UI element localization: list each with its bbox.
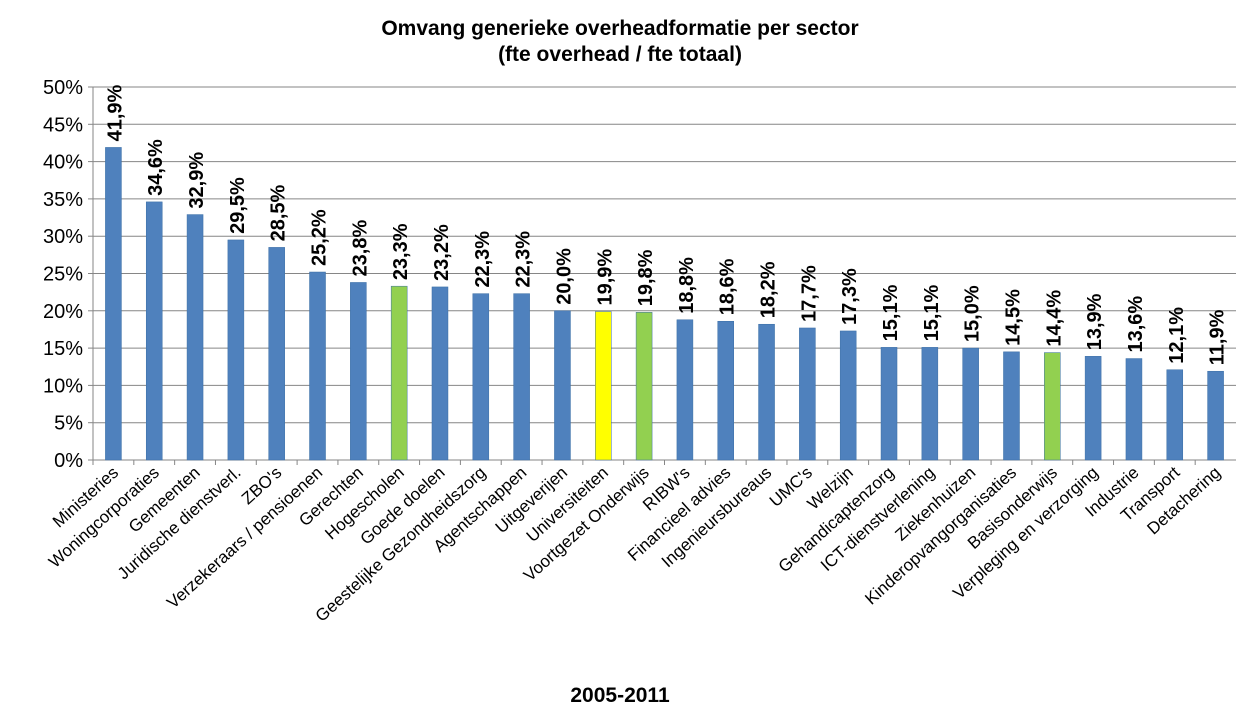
value-label: 22,3% <box>513 231 535 288</box>
bar <box>799 327 816 461</box>
bar <box>431 286 449 461</box>
value-label: 15,0% <box>962 285 984 342</box>
bar <box>676 319 694 461</box>
value-label: 25,2% <box>309 209 331 266</box>
bar <box>105 147 122 461</box>
bar <box>1125 358 1143 461</box>
x-axis-title: 2005-2011 <box>570 684 670 707</box>
bar <box>595 311 612 461</box>
bar <box>472 293 490 461</box>
value-label: 23,8% <box>349 220 371 277</box>
bar <box>268 247 285 461</box>
value-label: 18,6% <box>717 258 739 315</box>
y-tick-label: 20% <box>43 301 83 323</box>
value-label: 15,1% <box>880 284 902 341</box>
chart-title: Omvang generieke overheadformatie per se… <box>381 17 858 40</box>
bar <box>145 201 163 461</box>
y-tick-label: 50% <box>43 77 83 99</box>
value-label: 22,3% <box>472 231 494 288</box>
value-label: 14,5% <box>1002 289 1024 346</box>
bar <box>839 330 857 461</box>
value-label: 23,3% <box>390 223 412 280</box>
y-tick-label: 45% <box>43 114 83 136</box>
bar <box>309 271 326 461</box>
value-label: 41,9% <box>104 85 126 142</box>
bar <box>350 282 367 461</box>
value-label: 14,4% <box>1043 290 1065 347</box>
value-label: 20,0% <box>553 248 575 305</box>
bar <box>921 347 939 461</box>
value-label: 28,5% <box>268 184 290 241</box>
y-tick-label: 0% <box>54 450 83 472</box>
value-label: 13,6% <box>1125 296 1147 353</box>
y-tick-label: 30% <box>43 226 83 248</box>
y-tick-label: 15% <box>43 338 83 360</box>
bar <box>513 293 530 461</box>
y-tick-label: 35% <box>43 189 83 211</box>
value-label: 17,7% <box>798 265 820 322</box>
bar <box>186 214 204 461</box>
y-tick-label: 40% <box>43 152 83 174</box>
y-tick-label: 25% <box>43 264 83 286</box>
value-label: 32,9% <box>186 152 208 209</box>
bar <box>1044 352 1061 461</box>
bar <box>717 320 734 461</box>
bar <box>1207 370 1224 461</box>
value-label: 18,2% <box>758 261 780 318</box>
bar <box>635 312 653 461</box>
bar <box>227 239 245 461</box>
bar <box>1084 356 1102 461</box>
value-label: 17,3% <box>839 268 861 325</box>
value-label: 12,1% <box>1166 307 1188 364</box>
y-tick-label: 5% <box>54 413 83 435</box>
value-label: 19,8% <box>635 249 657 306</box>
bar <box>390 285 408 461</box>
value-label: 13,9% <box>1084 293 1106 350</box>
bar <box>962 347 979 461</box>
bar <box>1166 369 1184 461</box>
value-label: 19,9% <box>594 249 616 306</box>
bar <box>758 323 775 461</box>
bar <box>554 310 571 461</box>
value-label: 29,5% <box>227 177 249 234</box>
value-label: 11,9% <box>1207 309 1229 365</box>
value-label: 18,8% <box>676 257 698 314</box>
bar <box>1003 351 1020 461</box>
value-label: 34,6% <box>145 139 167 196</box>
value-label: 15,1% <box>921 284 943 341</box>
y-tick-label: 10% <box>43 375 83 397</box>
bar <box>880 347 898 461</box>
chart-subtitle: (fte overhead / fte totaal) <box>498 43 742 66</box>
value-label: 23,2% <box>431 224 453 281</box>
